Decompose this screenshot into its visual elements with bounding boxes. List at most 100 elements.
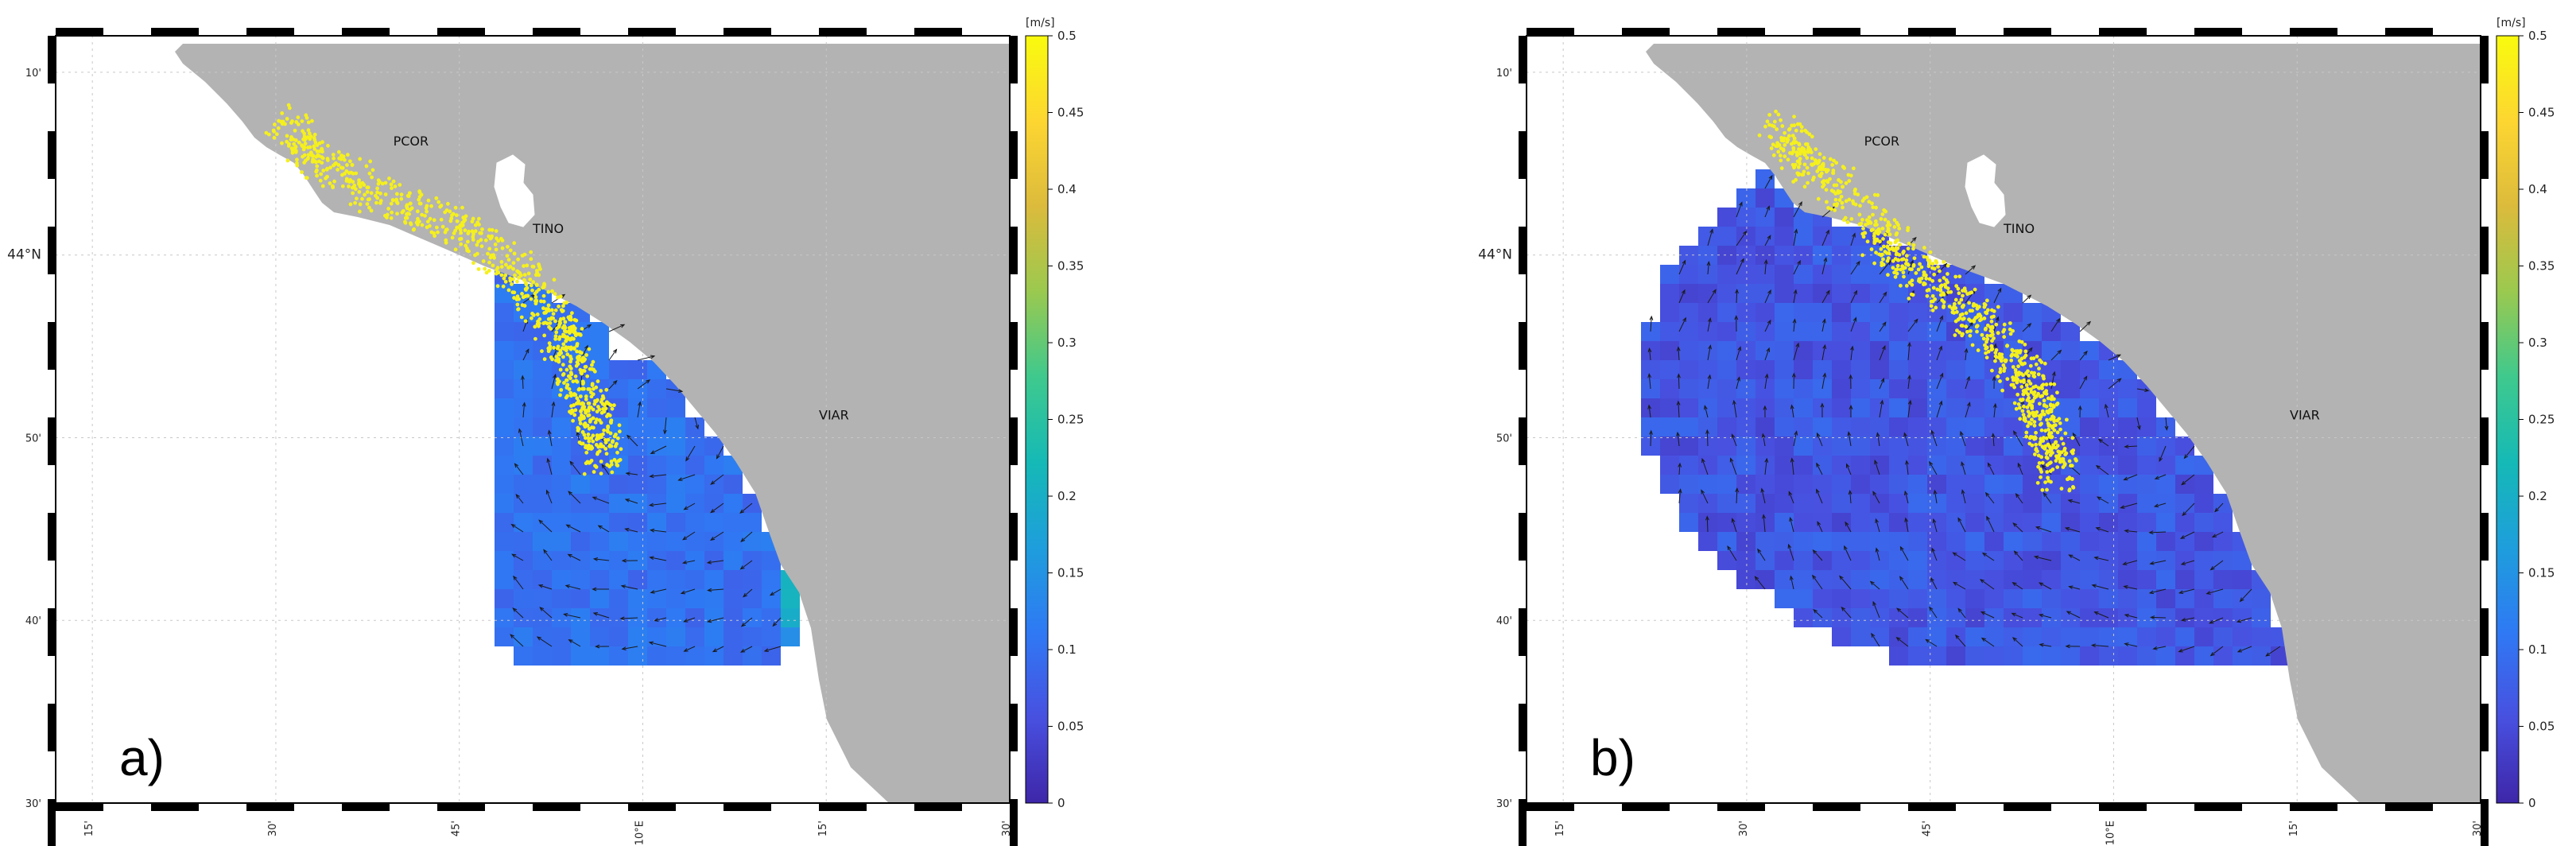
current-cell [2061,341,2080,360]
particle [541,299,546,304]
current-cell [2004,437,2023,456]
vector-head [2148,590,2155,595]
particle [1898,283,1903,288]
particle [2001,329,2006,334]
current-cell [495,398,514,417]
particle [2045,487,2049,492]
particle [353,200,357,205]
vector-head [1737,346,1742,351]
particle [312,147,317,151]
vector-head [2051,371,2056,376]
vector-shaft [1816,489,1823,504]
current-cell [1755,360,1775,379]
current-cell [1832,284,1851,303]
current-cell [1755,227,1775,246]
vector-shaft [2108,378,2121,390]
colorbar-tick-label: 0.35 [1057,259,1084,274]
current-cell [2004,303,2023,322]
current-cell [704,551,724,570]
particle [314,154,319,159]
particle [1828,177,1832,181]
vector-head [1971,265,1977,270]
particle [383,180,388,185]
vector-head [1727,545,1732,551]
vector-head [2095,464,2101,470]
current-cell [1889,398,1908,417]
particle [1878,239,1882,244]
vector-head [2083,350,2088,355]
vector-head [1981,552,1987,557]
vector-shaft [1707,345,1711,361]
current-cell [2156,570,2175,589]
particle [1861,227,1865,231]
current-cell [1832,360,1851,379]
particle [484,270,489,275]
vector-shaft [622,646,638,650]
vector-shaft [694,417,699,429]
vector-shaft [684,646,696,652]
particle [2018,417,2023,421]
current-cell [1851,303,1870,322]
vector-shaft [1953,552,1966,561]
current-cell [1679,513,1698,532]
vector-shaft [1986,516,1995,533]
vector-shaft [1957,608,1966,619]
current-cell [1698,360,1717,379]
vector-head [712,648,718,653]
particle [533,295,538,299]
current-cell [1717,456,1736,475]
border-segment [48,322,56,370]
particle [600,394,605,398]
vector-shaft [654,617,667,622]
particle [1957,274,1962,279]
particle [575,396,580,401]
current-cell [628,360,647,379]
current-cell [704,646,724,666]
current-cell [1832,589,1851,608]
particle [458,227,463,232]
particle [448,209,452,214]
particle [412,227,417,231]
vector-shaft [2124,530,2138,533]
vector-head [1821,318,1826,324]
current-cell [1717,551,1736,570]
particle [1961,316,1966,320]
current-cell [2061,589,2080,608]
particle [603,403,607,408]
current-cell [1946,398,1965,417]
vector-shaft [608,380,618,390]
particle [358,202,363,207]
latitude-label: 30' [25,798,41,810]
particle [608,431,613,436]
particle [539,299,543,304]
particle [2037,367,2041,371]
vector-shaft [678,474,696,481]
current-cell [514,646,533,666]
vector-shaft [538,519,553,533]
particle [1997,352,2002,356]
vector-head [1957,517,1962,522]
particle [406,194,411,199]
border-segment [1717,28,1765,36]
particle [476,216,481,221]
vector-shaft [2050,350,2062,361]
particle [2024,434,2029,439]
vector-head [680,590,686,595]
particle [363,192,367,197]
current-cell [1736,379,1755,398]
particle [473,223,478,227]
particle [1931,285,1936,290]
particle [1886,227,1891,231]
current-cell [1736,570,1755,589]
particle [1876,193,1880,197]
particle [565,382,570,387]
current-cell [1870,513,1889,532]
current-cell [1870,360,1889,379]
current-cell [2080,379,2099,398]
vector-shaft [601,464,610,475]
current-cell [1946,437,1965,456]
vector-shaft [1821,258,1827,275]
particle [593,420,598,425]
particle [587,443,592,448]
particle [2036,464,2040,469]
